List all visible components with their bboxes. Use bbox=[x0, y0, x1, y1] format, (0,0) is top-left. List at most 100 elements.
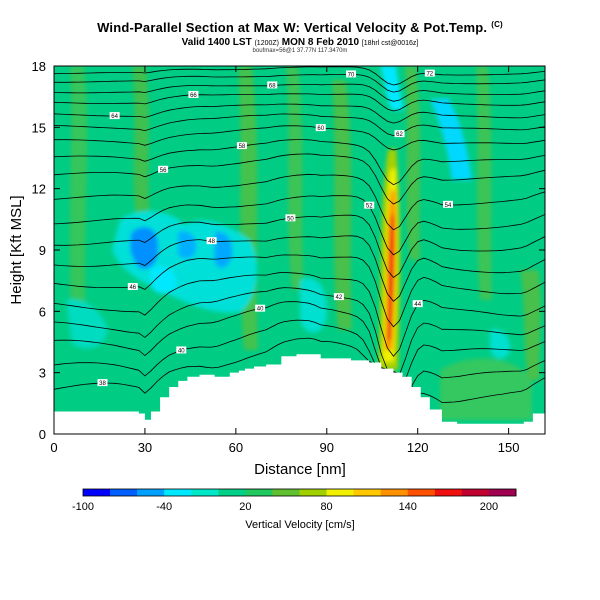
downdraft-region bbox=[300, 278, 327, 333]
contour-label: 66 bbox=[190, 93, 197, 99]
forecast-info: [18hrl cst@0016z] bbox=[361, 40, 419, 47]
y-tick-label: 3 bbox=[39, 366, 46, 381]
contour-label-bg bbox=[267, 81, 278, 89]
valid-date: MON 8 Feb 2010 bbox=[281, 37, 360, 48]
contour-label-bg bbox=[236, 142, 247, 150]
contour-label-bg bbox=[188, 90, 199, 98]
title-text: Wind-Parallel Section at Max W: Vertical… bbox=[97, 20, 488, 35]
y-tick-label: 6 bbox=[39, 304, 46, 319]
contour-label-bg bbox=[97, 379, 108, 387]
terrain-mask bbox=[54, 354, 545, 434]
contour-label-bg bbox=[127, 283, 138, 291]
contour-label: 40 bbox=[257, 307, 264, 313]
contour-label-bg bbox=[364, 201, 375, 209]
colorbar-swatch bbox=[461, 489, 490, 496]
x-axis: 0 30 60 90 120 150 bbox=[50, 66, 519, 455]
colorbar: -100 -40 20 80 140 200 bbox=[72, 488, 517, 513]
contour-label: 62 bbox=[396, 132, 403, 138]
colorbar-swatch bbox=[164, 489, 192, 496]
downdraft-core bbox=[178, 231, 197, 259]
colorbar-swatch bbox=[326, 489, 355, 496]
contour-label-bg bbox=[443, 200, 454, 208]
contour-label-bg bbox=[176, 346, 187, 354]
theta-contour bbox=[54, 125, 545, 151]
contour-label-bg bbox=[346, 70, 357, 78]
contour-label-bg bbox=[206, 237, 217, 245]
contour-label: 52 bbox=[366, 204, 373, 210]
contour-label: 70 bbox=[348, 72, 355, 78]
theta-contour bbox=[54, 66, 545, 86]
downdraft-region bbox=[66, 299, 108, 349]
colorbar-swatch bbox=[272, 489, 300, 496]
x-axis-title: Distance [nm] bbox=[254, 461, 346, 478]
contour-label-bg bbox=[255, 304, 266, 312]
x-tick-label: 120 bbox=[407, 440, 429, 455]
theta-contour bbox=[54, 319, 545, 387]
contour-label: 48 bbox=[208, 239, 215, 245]
theta-contour bbox=[54, 301, 545, 380]
contour-label: 64 bbox=[111, 114, 118, 120]
theta-contour bbox=[54, 103, 545, 124]
contour-label: 38 bbox=[99, 381, 106, 387]
downdraft-region bbox=[380, 66, 404, 110]
colorbar-tick-label: 140 bbox=[399, 501, 417, 513]
colorbar-tick-label: -40 bbox=[156, 501, 172, 513]
contour-label: 50 bbox=[287, 216, 294, 222]
colorbar-swatch bbox=[218, 489, 246, 496]
x-tick-label: 60 bbox=[229, 440, 243, 455]
y-axis-title: Height [Kft MSL] bbox=[8, 195, 25, 304]
y-tick-label: 15 bbox=[32, 120, 46, 135]
theta-contour bbox=[54, 74, 545, 93]
contour-label: 46 bbox=[129, 285, 136, 291]
theta-contour bbox=[54, 271, 545, 357]
theta-contour bbox=[54, 93, 545, 112]
contour-label-bg bbox=[315, 124, 326, 132]
colorbar-swatch bbox=[137, 489, 165, 496]
theta-contour bbox=[54, 287, 545, 375]
colorbar-tick-label: 200 bbox=[480, 501, 498, 513]
y-tick-label: 12 bbox=[32, 182, 46, 197]
updraft-streak bbox=[132, 66, 150, 220]
contour-label-bg bbox=[158, 165, 169, 173]
colorbar-swatch bbox=[245, 489, 273, 496]
downdraft-core bbox=[130, 227, 159, 269]
downdraft-region bbox=[430, 98, 472, 180]
theta-contour bbox=[54, 214, 545, 279]
theta-contour bbox=[54, 139, 545, 186]
contour-label-bg bbox=[109, 112, 120, 120]
valid-time: Valid 1400 LST bbox=[181, 37, 252, 48]
colorbar-swatch bbox=[110, 489, 138, 496]
y-tick-label: 18 bbox=[32, 59, 46, 74]
contour-label-bg bbox=[333, 293, 344, 301]
contour-labels: 38 40 40 42 44 46 48 50 52 54 56 58 60 62 64 66 68 70 72 bbox=[97, 69, 454, 387]
theta-contour bbox=[54, 173, 545, 231]
velocity-field bbox=[54, 66, 545, 434]
y-tick-label: 9 bbox=[39, 243, 46, 258]
utc-time: (1200Z) bbox=[254, 40, 279, 47]
colorbar-swatch bbox=[353, 489, 382, 496]
location-info: boufmax=56@1 37.77N 117.3470m bbox=[252, 48, 348, 54]
chart-title: Wind-Parallel Section at Max W: Vertical… bbox=[0, 20, 600, 35]
colorbar-swatch bbox=[191, 489, 219, 496]
theta-contour bbox=[54, 337, 545, 403]
updraft-streak bbox=[286, 66, 304, 290]
updraft-streak bbox=[520, 270, 541, 380]
x-tick-label: 90 bbox=[320, 440, 334, 455]
y-axis: 0 3 6 9 12 15 18 bbox=[32, 59, 545, 442]
colorbar-swatch bbox=[434, 489, 463, 496]
colorbar-swatch bbox=[299, 489, 328, 496]
contour-label-bg bbox=[285, 214, 296, 222]
colorbar-swatch bbox=[488, 489, 517, 496]
copyright-mark: (C) bbox=[491, 20, 503, 29]
theta-contour bbox=[54, 83, 545, 102]
contour-label: 68 bbox=[269, 83, 276, 89]
theta-contour bbox=[54, 113, 545, 137]
colorbar-frame bbox=[82, 488, 517, 497]
downdraft-region bbox=[490, 329, 511, 359]
contour-label-bg bbox=[412, 300, 423, 308]
colorbar-tick-label: 20 bbox=[239, 501, 251, 513]
contour-label: 42 bbox=[336, 295, 343, 301]
theta-contour bbox=[54, 235, 545, 302]
colorbar-tick-label: 80 bbox=[320, 501, 332, 513]
